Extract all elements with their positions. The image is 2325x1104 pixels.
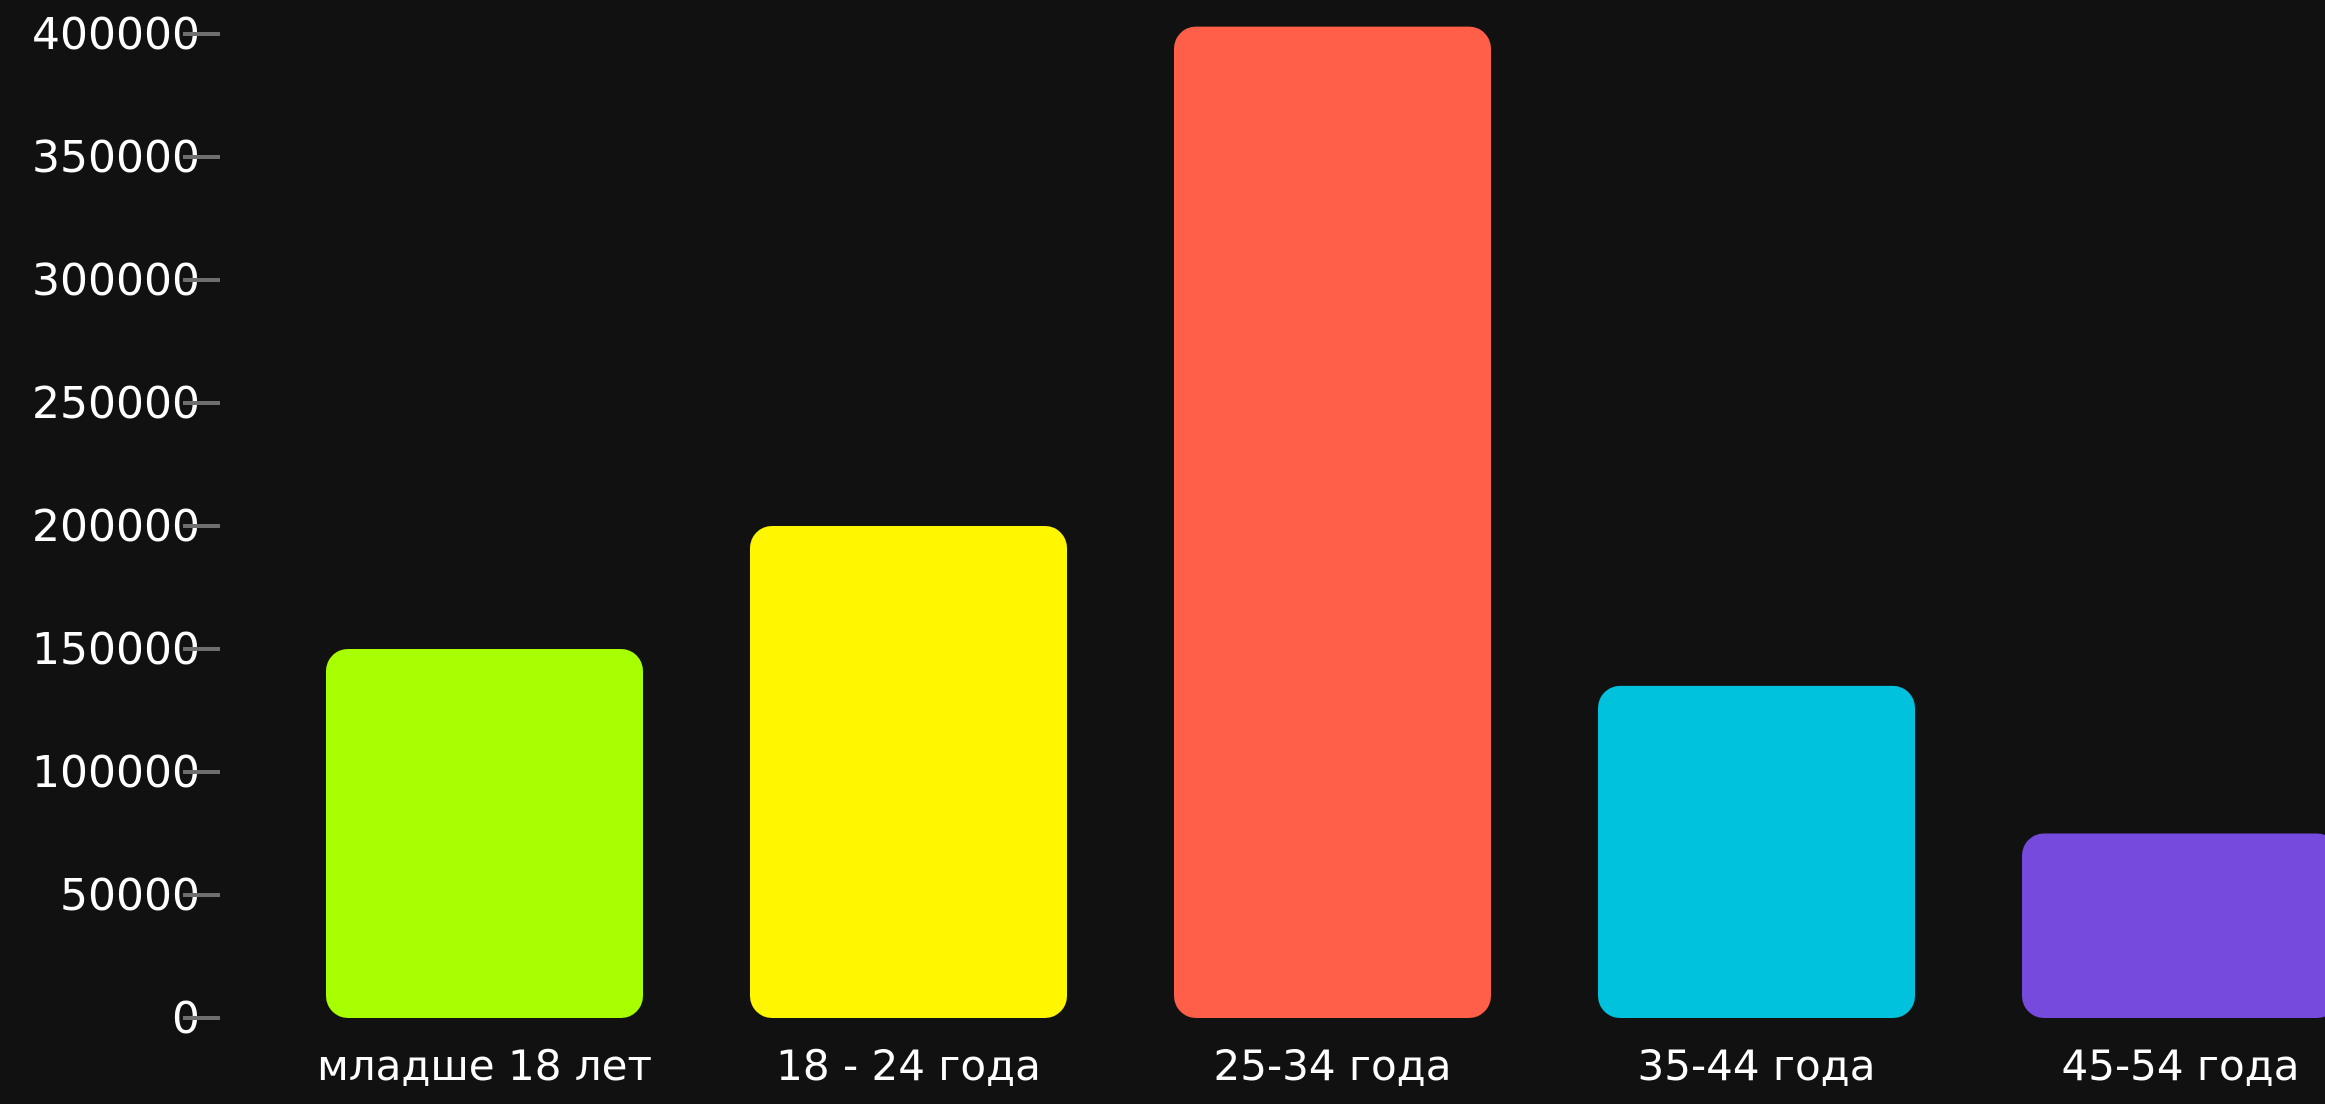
x-axis: младше 18 лет 18 - 24 года 25-34 года 35-44… [317,1041,2299,1090]
x-tick-label: 25-34 года [1214,1041,1452,1090]
y-tick-label: 250000 [32,378,200,429]
x-tick-label: 35-44 года [1638,1041,1876,1090]
x-tick-label: младше 18 лет [317,1041,652,1090]
bar [2022,833,2325,1018]
y-tick-label: 400000 [32,9,200,60]
y-tick-label: 150000 [32,624,200,675]
x-tick-label: 45-54 года [2062,1041,2300,1090]
y-tick-label: 100000 [32,747,200,798]
y-tick-label: 200000 [32,501,200,552]
x-tick-label: 18 - 24 года [776,1041,1041,1090]
y-axis: 0500001000001500002000002500003000003500… [32,9,220,1044]
bar [1598,685,1915,1018]
bars [326,26,2325,1019]
y-tick-label: 50000 [60,870,200,921]
bar [326,649,643,1018]
y-tick-label: 350000 [32,132,200,183]
y-tick-label: 300000 [32,255,200,306]
bar [750,526,1067,1018]
bar [1174,26,1491,1019]
